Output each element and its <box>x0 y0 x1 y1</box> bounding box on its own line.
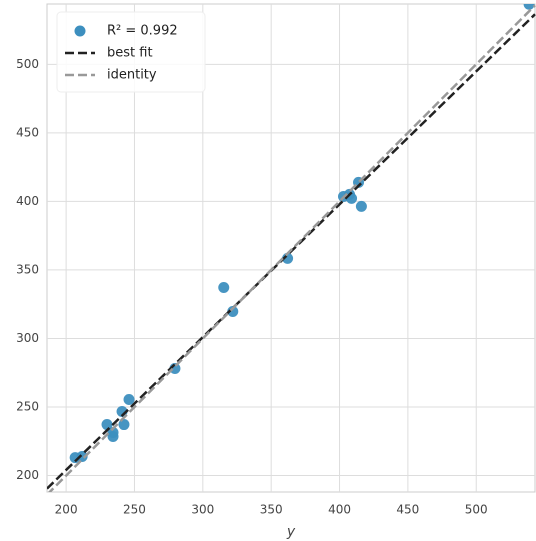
y-tick-label: 400 <box>16 194 39 208</box>
legend-label: R² = 0.992 <box>107 24 178 39</box>
legend-box <box>56 11 206 93</box>
scatter-point <box>523 4 535 10</box>
y-tick-label: 350 <box>16 262 39 276</box>
scatter-point <box>282 252 294 264</box>
scatter-point <box>227 305 239 317</box>
x-axis-label: y <box>286 524 296 540</box>
y-tick-label: 300 <box>16 331 39 345</box>
x-tick-label: 250 <box>123 503 146 517</box>
y-tick-label: 500 <box>16 57 39 71</box>
x-tick-label: 400 <box>328 503 351 517</box>
x-tick-label: 450 <box>396 503 419 517</box>
x-tick-label: 300 <box>191 503 214 517</box>
scatter-point <box>355 200 367 212</box>
x-tick-label: 500 <box>465 503 488 517</box>
legend-label: best fit <box>107 46 153 61</box>
y-tick-label: 250 <box>16 400 39 414</box>
line <box>47 4 536 492</box>
scatter-point <box>101 419 113 431</box>
scatter-point <box>107 427 119 439</box>
y-tick-label: 450 <box>16 125 39 139</box>
scatter-point <box>123 393 135 405</box>
legend-label: identity <box>107 68 157 83</box>
legend-marker <box>74 25 86 37</box>
x-tick-label: 350 <box>260 503 283 517</box>
scatter-point <box>218 281 230 293</box>
y-tick-label: 200 <box>16 468 39 482</box>
scatter-point <box>76 450 88 462</box>
x-tick-label: 200 <box>55 503 78 517</box>
